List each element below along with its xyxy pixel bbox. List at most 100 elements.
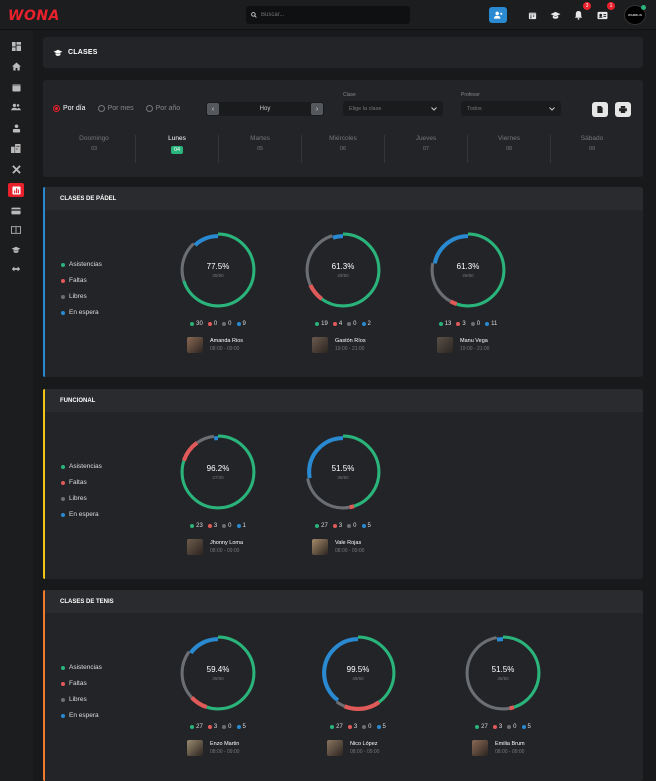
user-avatar[interactable]: WAMBLIN <box>624 5 646 25</box>
attendance-donut <box>180 434 256 510</box>
stat-asistencias: 27 <box>475 724 488 730</box>
stat-dot <box>475 725 480 729</box>
sidebar-item-reports[interactable] <box>8 183 24 197</box>
sidebar-item-home[interactable] <box>8 59 24 73</box>
attendance-percent: 61.3% <box>456 262 480 271</box>
donut-segment <box>180 635 256 711</box>
attendance-stats: 27 3 0 5 <box>448 724 558 730</box>
day-6[interactable]: Sábado 09 <box>551 135 633 163</box>
class-card[interactable]: 61.3% 29/50 19 4 0 2 Gastón Ríos 19:00 - 21:00 <box>288 231 398 361</box>
radio-circle <box>53 105 60 112</box>
add-user-button[interactable] <box>489 7 507 23</box>
attendance-fraction: 49/50 <box>352 676 364 681</box>
credit-card-icon <box>11 207 21 215</box>
class-card[interactable]: 61.3% 29/50 13 3 0 11 Manu Vega 19:00 - 21:00 <box>413 231 523 361</box>
view-option-label: Por día <box>63 105 86 112</box>
day-4[interactable]: Jueves 07 <box>385 135 468 163</box>
sidebar-item-exchange[interactable] <box>8 262 24 276</box>
instructor-photo <box>437 337 453 353</box>
instructor[interactable]: Amanda Rios 08:00 - 09:00 <box>187 337 243 353</box>
class-card[interactable]: 99.5% 49/50 27 3 0 5 Nico López 08:00 - 09:00 <box>303 634 413 764</box>
sidebar-item-staff[interactable] <box>8 121 24 135</box>
instructor-name: Emilia Brum <box>495 741 525 747</box>
classes-button[interactable] <box>546 7 564 23</box>
donut-segment <box>307 234 379 306</box>
sidebar-item-dashboard[interactable] <box>8 39 24 53</box>
id-card-icon <box>597 11 607 19</box>
donut-segment <box>182 436 254 508</box>
donut-segment <box>307 436 379 508</box>
clase-select[interactable]: Elige la clase <box>343 101 443 116</box>
sidebar-item-facilities[interactable] <box>8 141 24 155</box>
day-date: 05 <box>256 146 264 152</box>
instructor[interactable]: Manu Vega 19:00 - 21:00 <box>437 337 489 353</box>
donut-segment <box>182 637 254 709</box>
home-icon <box>11 61 21 71</box>
graduation-cap-icon <box>53 49 63 56</box>
instructor[interactable]: Nico López 08:00 - 09:00 <box>327 740 379 756</box>
search-icon <box>251 12 257 18</box>
staff-icon <box>12 123 20 133</box>
calendar-button[interactable] <box>523 7 541 23</box>
id-card-button[interactable]: 1 <box>593 2 615 23</box>
stat-faltas: 3 <box>207 523 217 529</box>
legend-dot <box>61 665 65 670</box>
stat-value: 0 <box>353 321 357 327</box>
day-name: Viernes <box>498 135 520 142</box>
attendance-donut <box>465 635 541 711</box>
stat-libres: 0 <box>507 724 517 730</box>
export-button[interactable] <box>592 102 608 117</box>
view-option-month[interactable]: Por mes <box>97 105 134 112</box>
notifications-button[interactable]: 3 <box>569 2 591 23</box>
instructor[interactable]: Jhonny Loma 08:00 - 09:00 <box>187 539 243 555</box>
attendance-stats: 13 3 0 11 <box>413 321 523 327</box>
day-date: 08 <box>505 146 513 152</box>
class-card[interactable]: 51.5% 36/50 27 3 0 5 Emilia Brum 08:00 - 09:00 <box>448 634 558 764</box>
instructor[interactable]: Enzo Martin 08:00 - 09:00 <box>187 740 239 756</box>
avatar-text: WAMBLIN <box>628 13 642 17</box>
sidebar-item-tools[interactable] <box>8 162 24 176</box>
day-0[interactable]: Doomingo 03 <box>53 135 136 163</box>
day-5[interactable]: Viernes 08 <box>468 135 551 163</box>
print-button[interactable] <box>615 102 631 117</box>
legend-item: Faltas <box>61 680 102 687</box>
sidebar-item-courts[interactable] <box>8 223 24 237</box>
instructor[interactable]: Gastón Ríos 19:00 - 21:00 <box>312 337 366 353</box>
stat-espera: 2 <box>361 321 371 327</box>
profesor-select[interactable]: Todos <box>461 101 561 116</box>
day-2[interactable]: Martes 05 <box>219 135 302 163</box>
sidebar-item-users[interactable] <box>8 100 24 114</box>
section-accent <box>43 389 45 579</box>
sidebar-item-classes[interactable] <box>8 243 24 257</box>
instructor[interactable]: Vale Rojas 08:00 - 09:00 <box>312 539 364 555</box>
legend-item: Asistencias <box>61 261 102 268</box>
day-date: 06 <box>339 146 347 152</box>
search-input[interactable] <box>261 12 401 18</box>
day-name: Miércoles <box>329 135 357 142</box>
stat-dot <box>507 725 512 729</box>
sidebar-item-payments[interactable] <box>8 204 24 218</box>
class-card[interactable]: 59.4% 39/50 27 3 0 5 Enzo Martin 08:00 - 09:00 <box>163 634 273 764</box>
previous-day-button[interactable]: ‹ <box>207 103 219 115</box>
legend-item: En espera <box>61 309 102 316</box>
class-card[interactable]: 51.5% 36/50 27 3 0 5 Vale Rojas 08:00 - 09:00 <box>288 433 398 563</box>
attendance-stats: 23 3 0 1 <box>163 523 273 529</box>
day-3[interactable]: Miércoles 06 <box>302 135 385 163</box>
class-time: 08:00 - 09:00 <box>210 749 240 755</box>
stat-dot <box>361 322 366 326</box>
class-card[interactable]: 96.2% 27/30 23 3 0 1 Jhonny Loma 08:00 - 09:00 <box>163 433 273 563</box>
legend-dot <box>61 464 65 469</box>
file-icon <box>597 106 603 113</box>
class-card[interactable]: 77.5% 39/50 30 0 0 9 Amanda Rios 08:00 - 09:00 <box>163 231 273 361</box>
day-1[interactable]: Lunes 04 <box>136 135 219 163</box>
view-option-day[interactable]: Por día <box>53 105 86 112</box>
search-box[interactable] <box>246 6 410 24</box>
app-logo[interactable]: WONA <box>8 8 60 24</box>
stat-faltas: 3 <box>492 724 502 730</box>
instructor[interactable]: Emilia Brum 08:00 - 09:00 <box>472 740 525 756</box>
sidebar-item-calendar[interactable] <box>8 80 24 94</box>
next-day-button[interactable]: › <box>310 103 323 115</box>
attendance-fraction: 27/30 <box>212 475 224 480</box>
date-label[interactable]: Hoy <box>259 106 271 112</box>
view-option-year[interactable]: Por año <box>145 105 180 112</box>
